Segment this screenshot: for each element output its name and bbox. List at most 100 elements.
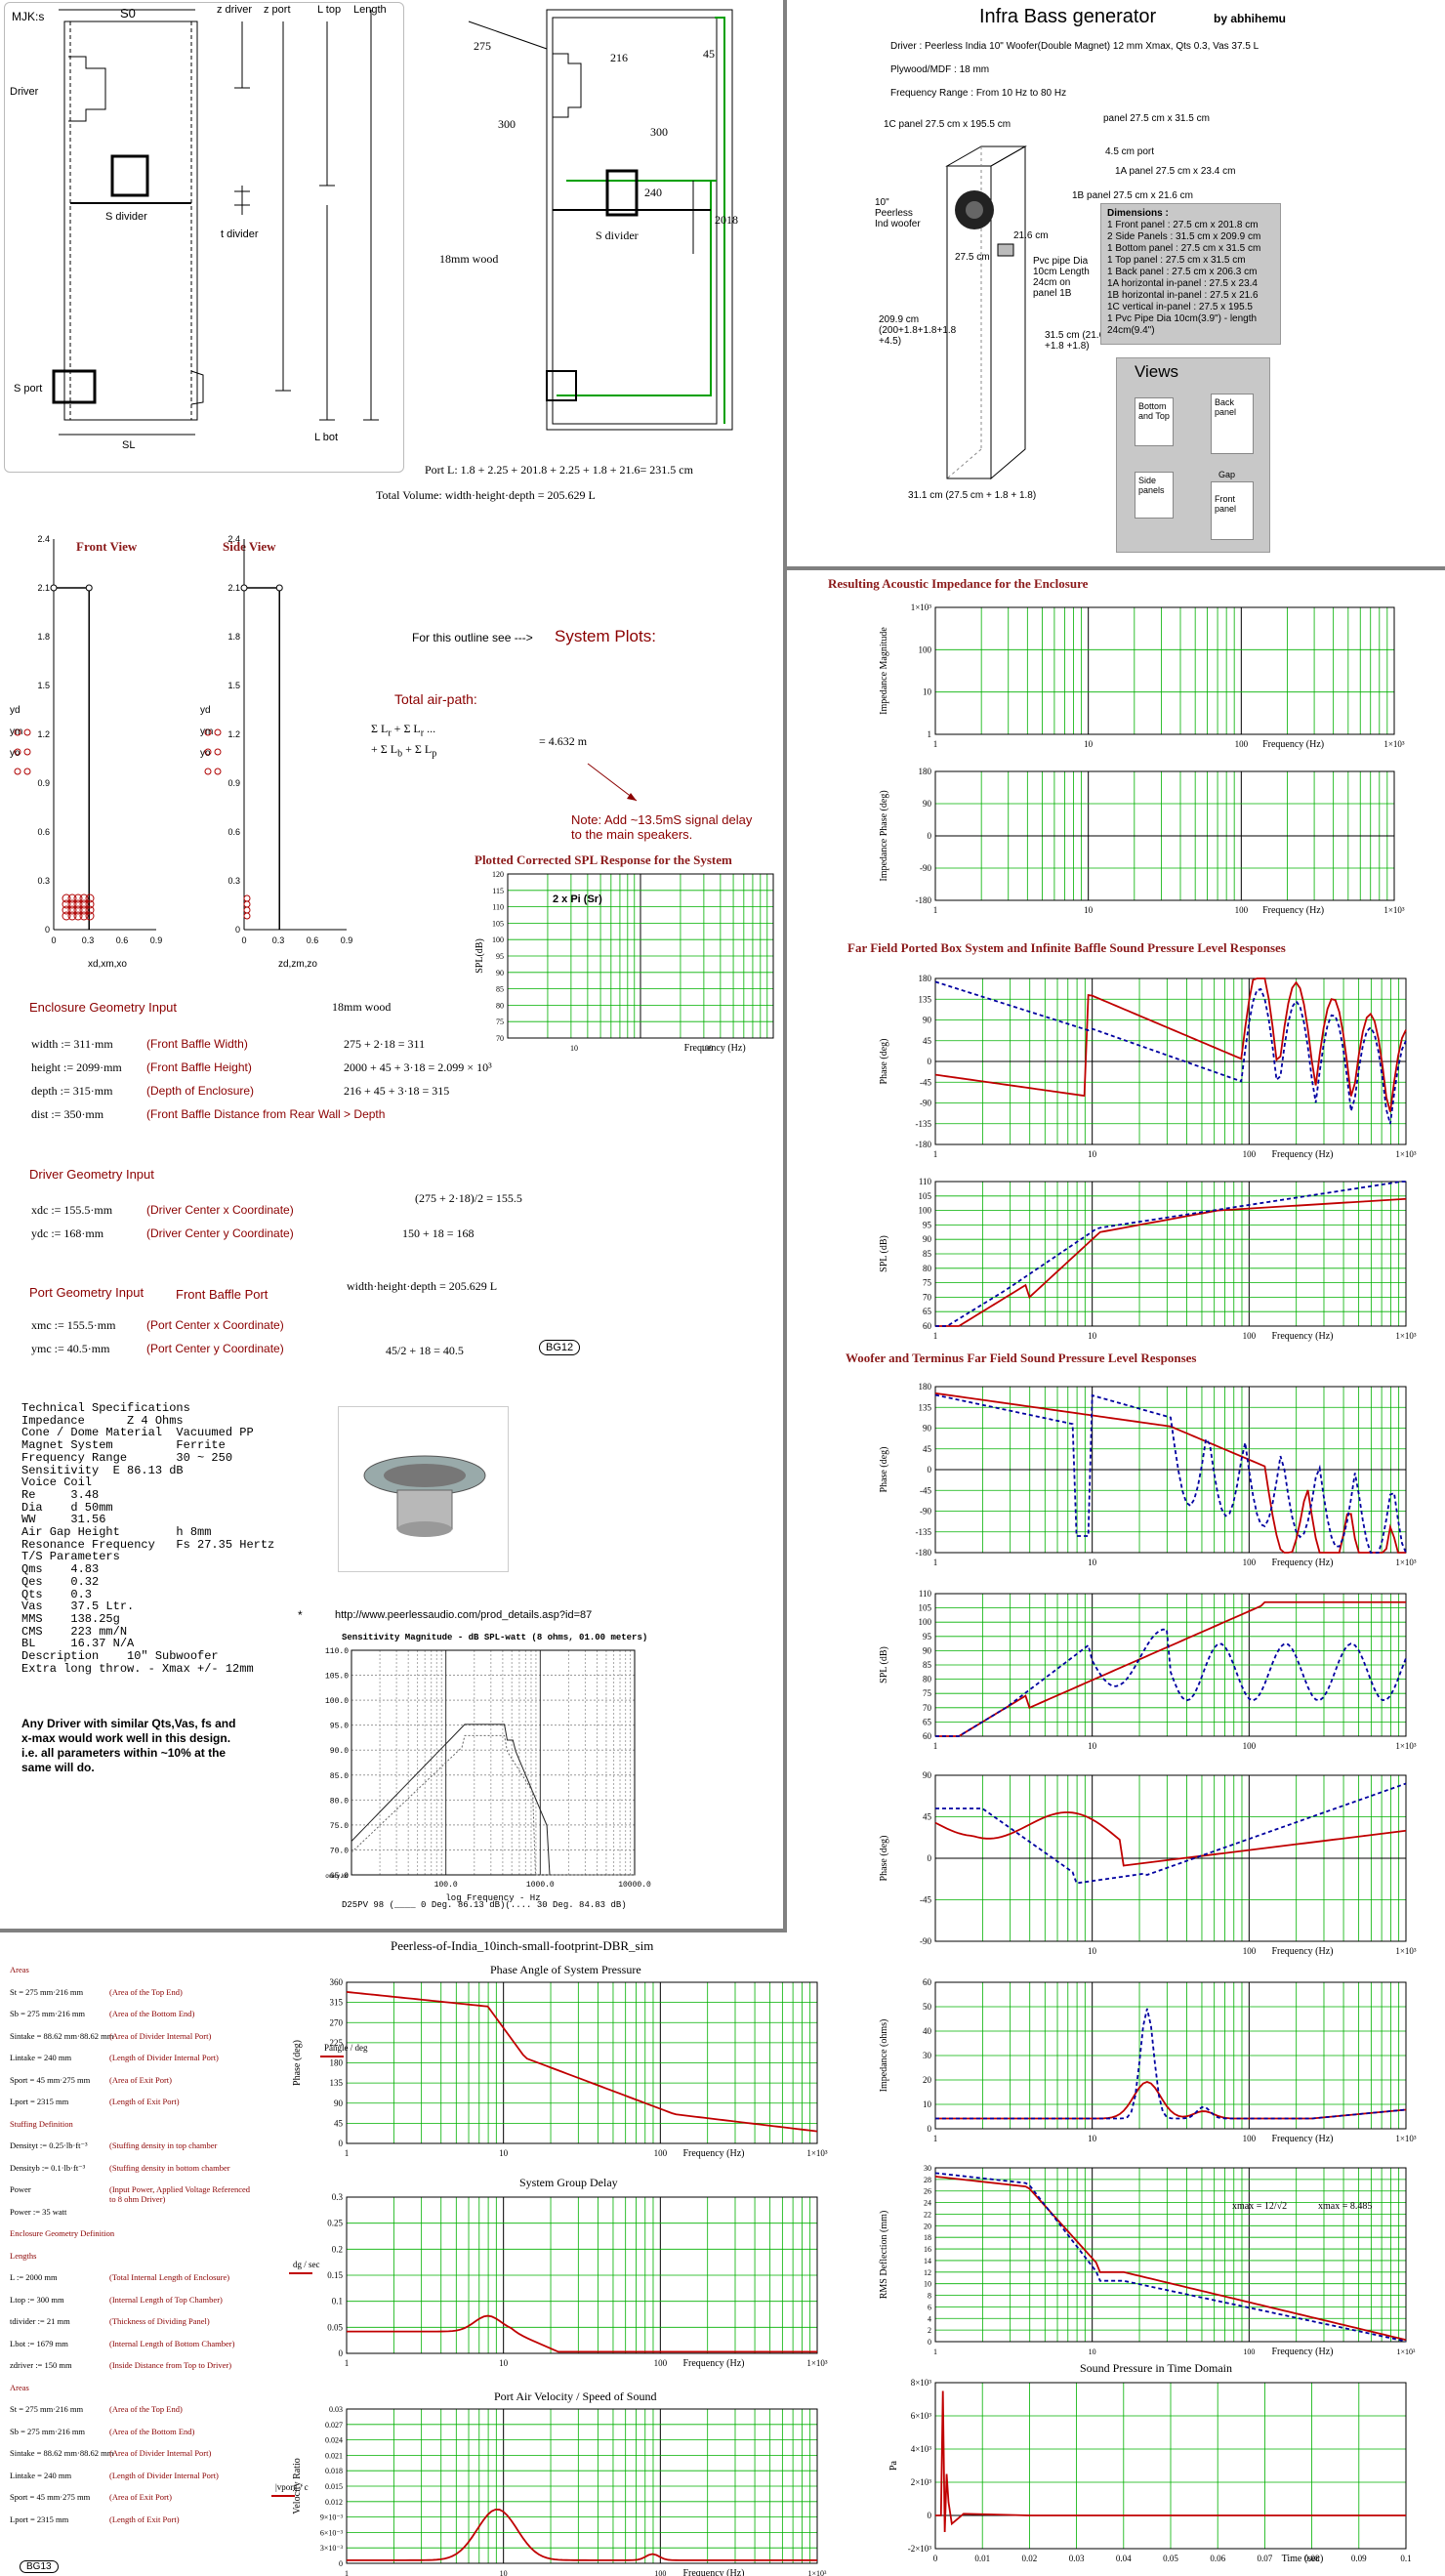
- yo-label: yo: [10, 748, 21, 759]
- x-axis-label: Frequency (Hz): [682, 2568, 744, 2576]
- tick-label: 75: [923, 1688, 932, 1698]
- tick-label: 95.0: [330, 1723, 349, 1731]
- marker: [23, 748, 31, 756]
- tick-label: 1×10³: [1397, 2347, 1417, 2356]
- tick-label: 1000.0: [526, 1881, 555, 1890]
- driver-circle: [67, 899, 77, 909]
- tick-label: 315: [330, 1998, 344, 2008]
- def-var: Sintake = 88.62 mm·88.62 mm: [10, 2030, 114, 2041]
- tick-label: 0: [928, 1853, 932, 1863]
- r7-chart: 90 45 0 -45 -90 10 100 1×10³ Frequency (Hz) Phase…: [879, 1770, 1417, 1957]
- tick-label: 95: [923, 1632, 932, 1641]
- spec-star: *: [298, 1608, 303, 1622]
- tick-label: 1: [933, 1331, 938, 1341]
- iso-woofer: 10" Peerless Ind woofer: [875, 197, 921, 229]
- tick-label: 90.0: [330, 1747, 349, 1756]
- tick-label: 0: [933, 2554, 938, 2563]
- xmax-value: xmax = 8.485: [1318, 2201, 1372, 2212]
- drv-desc: (Driver Center x Coordinate): [146, 1203, 294, 1217]
- tick-label: 105: [919, 1191, 932, 1201]
- driver-circle: [62, 911, 71, 921]
- driver-circle: [79, 893, 89, 903]
- driver-note: Any Driver with similar Qts,Vas, fs and …: [21, 1717, 236, 1774]
- tick-label: 30: [923, 2051, 932, 2060]
- tick-label: 2.1: [227, 583, 240, 593]
- driver-circle: [73, 911, 83, 921]
- tick-label: 115: [492, 887, 504, 895]
- series-line: [935, 2008, 1407, 2120]
- wood-sdiv: S divider: [596, 229, 639, 242]
- tick-label: 40: [923, 2026, 932, 2036]
- y-axis-label: Impedance Phase (deg): [879, 790, 889, 881]
- plot-frame: [934, 770, 1395, 901]
- tick-label: 1×10³: [806, 2358, 828, 2368]
- freq-spec: Frequency Range : From 10 Hz to 80 Hz: [890, 88, 1067, 99]
- x-axis-label: Frequency (Hz): [1271, 1149, 1333, 1160]
- tick-label: 0: [339, 2139, 344, 2148]
- drv-f2: 150 + 18 = 168: [402, 1226, 475, 1240]
- plot-frame: [346, 1981, 818, 2144]
- series-line: [935, 2081, 1407, 2120]
- driver-spec: Driver : Peerless India 10" Woofer(Doubl…: [890, 41, 1259, 52]
- tick-label: 0.07: [1258, 2554, 1273, 2563]
- series-line: [346, 1991, 818, 2133]
- spec-url[interactable]: http://www.peerlessaudio.com/prod_detail…: [335, 1609, 593, 1621]
- tick-label: 0.15: [327, 2270, 343, 2280]
- air-path-formula: Σ Lr + Σ Lr ... + Σ Lb + Σ Lp: [371, 722, 437, 760]
- bg13-badge: BG13: [20, 2560, 59, 2573]
- legend-label: |vport| / c: [275, 2482, 309, 2492]
- tick-label: 60: [923, 1731, 932, 1741]
- series-line: [934, 2172, 1407, 2343]
- tick-label: 1×10³: [1395, 1741, 1417, 1751]
- tick-label: 65: [923, 1307, 932, 1316]
- sens-title: Sensitivity Magnitude - dB SPL-watt (8 o…: [342, 1633, 648, 1642]
- tick-label: 0: [928, 2124, 932, 2134]
- tick-label: 100: [654, 2148, 668, 2158]
- plot-frame: [507, 873, 774, 1039]
- r1-title: Resulting Acoustic Impedance for the Enc…: [828, 576, 1089, 591]
- series-line: [935, 1181, 1406, 1327]
- series-line: [351, 1734, 635, 1876]
- y-axis-label: RMS Deflection (mm): [879, 2211, 889, 2300]
- tick-label: 45: [923, 1036, 932, 1046]
- tick-label: 4: [928, 2314, 931, 2323]
- tick-label: 135: [919, 1402, 932, 1412]
- tick-label: 0: [339, 2559, 343, 2568]
- tick-label: 95: [496, 952, 504, 961]
- geom-wood: 18mm wood: [332, 1000, 392, 1014]
- tick-label: 18: [924, 2233, 931, 2242]
- d300a: 300: [498, 117, 516, 131]
- d300b: 300: [650, 125, 668, 139]
- tick-label: 1: [933, 2134, 938, 2143]
- tick-label: 0.012: [325, 2498, 343, 2507]
- geom-calc: 216 + 45 + 3·18 = 315: [344, 1084, 450, 1098]
- tick-label: 100: [1243, 2134, 1257, 2143]
- def-var: Sport = 45 mm·275 mm: [10, 2074, 91, 2085]
- tick-label: 1: [933, 2347, 937, 2356]
- marker: [214, 728, 222, 736]
- def-var: tdivider := 21 mm: [10, 2316, 70, 2326]
- tick-label: 30: [924, 2164, 931, 2173]
- tick-label: 100: [654, 2569, 666, 2576]
- def-desc: (Length of Divider Internal Port): [109, 2053, 219, 2062]
- port-desc: (Port Center y Coordinate): [146, 1342, 284, 1355]
- plot-frame: [934, 1774, 1407, 1942]
- driver-circle: [73, 905, 83, 915]
- outline-text: For this outline see --->: [412, 631, 533, 644]
- tick-label: 1: [345, 2358, 350, 2368]
- series-line: [935, 812, 1394, 857]
- port-sub: Front Baffle Port: [176, 1287, 268, 1302]
- tick-label: 6×10⁻³: [320, 2528, 344, 2537]
- tick-label: 85.0: [330, 1772, 349, 1781]
- tick-label: 110: [919, 1177, 932, 1186]
- dims-item: 1 Bottom panel : 27.5 cm x 31.5 cm: [1107, 243, 1261, 254]
- tick-label: 12: [924, 2268, 931, 2277]
- def-var: Sb = 275 mm·216 mm: [10, 2009, 86, 2018]
- r5-title: Woofer and Terminus Far Field Sound Pres…: [846, 1350, 1197, 1365]
- tick-label: 1×10³: [911, 602, 932, 612]
- tick-label: 0.6: [307, 935, 319, 945]
- def-var: Lbot := 1679 mm: [10, 2338, 68, 2348]
- tick-label: 0.3: [272, 935, 285, 945]
- series-line: [935, 1197, 1407, 1327]
